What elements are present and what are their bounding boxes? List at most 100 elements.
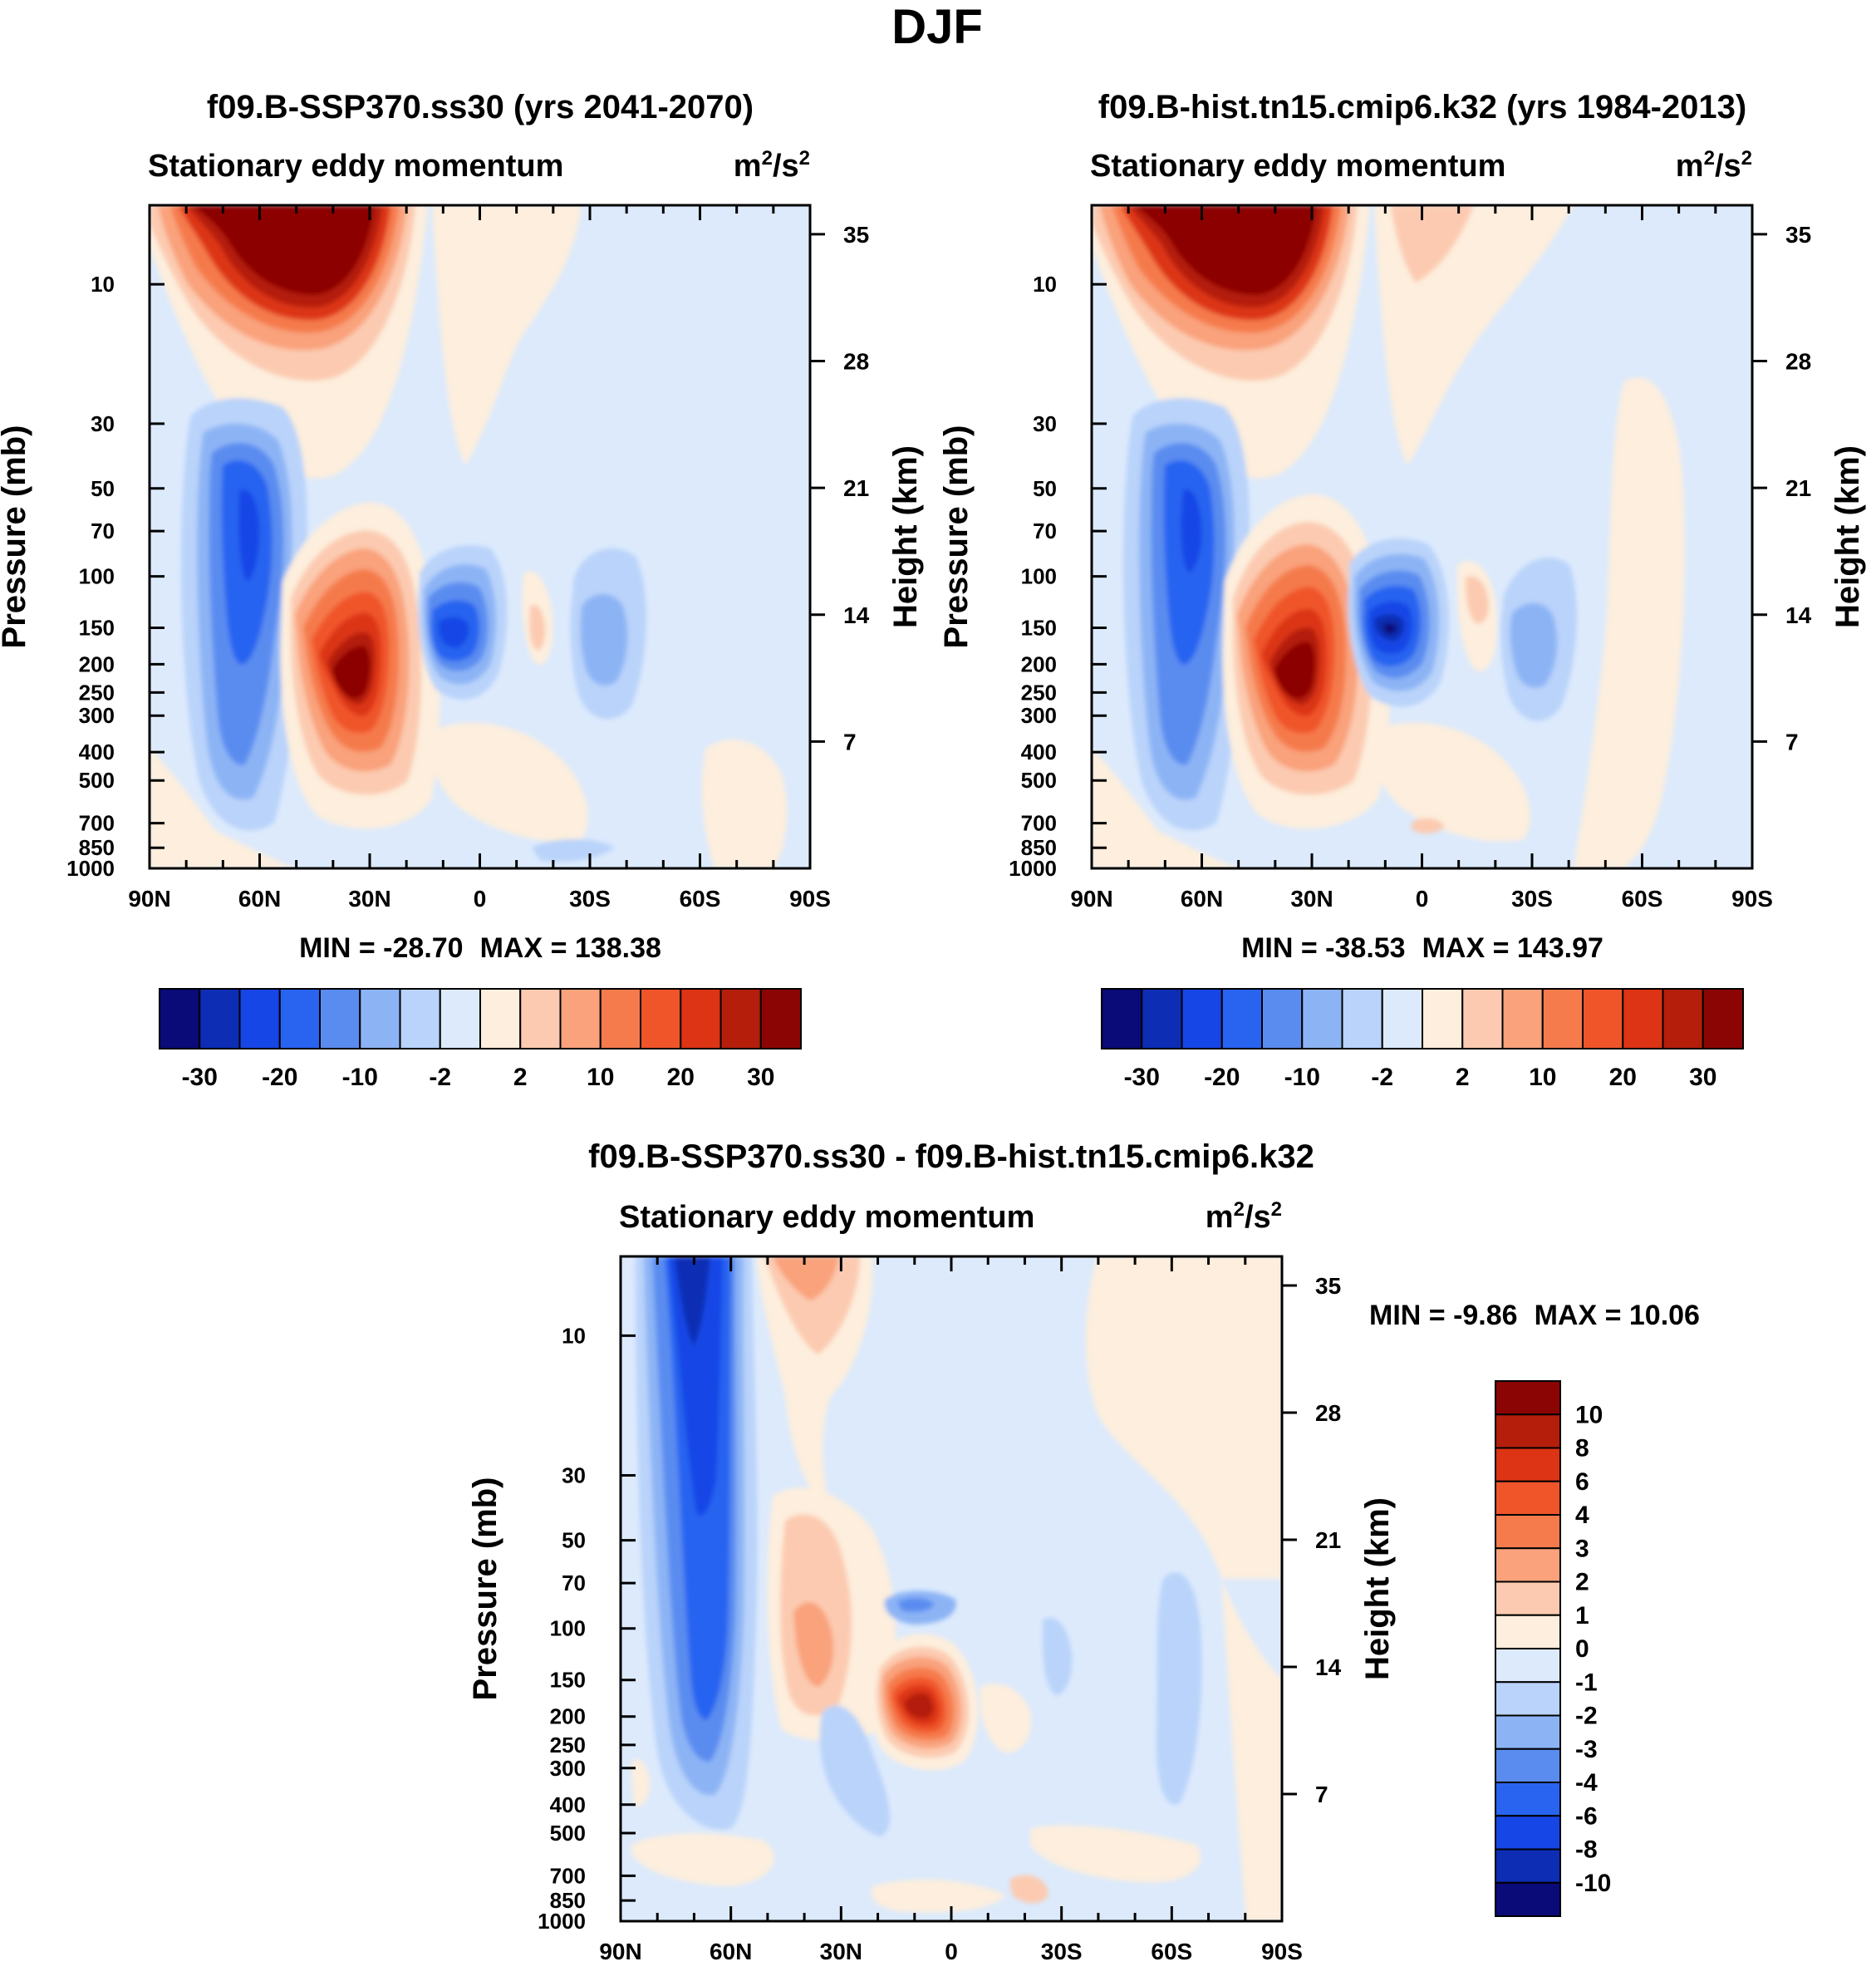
colorbar-swatch	[1461, 988, 1504, 1049]
p3-small-pos-2	[1030, 1825, 1201, 1883]
pressure-tick-label: 70	[91, 519, 115, 543]
p2-lower-pos-2	[1371, 722, 1530, 842]
colorbar-label: 2	[1575, 1569, 1589, 1596]
colorbar-swatch	[359, 988, 401, 1049]
p1-pos-strat-7	[193, 205, 374, 295]
panel-1-units: m2/s2	[734, 147, 810, 184]
height-tick-label: 14	[1315, 1654, 1342, 1680]
colorbar-label: 8	[1575, 1435, 1589, 1462]
p1-sh-pos-2	[529, 605, 545, 651]
colorbar-label: -2	[1371, 1064, 1393, 1091]
colorbar-swatch	[1541, 988, 1584, 1049]
pressure-tick-label: 100	[1021, 564, 1057, 589]
p1-lower-pos	[150, 748, 299, 868]
colorbar-label: 1	[1575, 1602, 1589, 1630]
colorbar-swatch	[1495, 1782, 1561, 1817]
x-tick-label: 0	[474, 886, 487, 912]
p1-lower-pos-3	[701, 740, 788, 868]
x-tick-label: 30N	[820, 1939, 862, 1964]
y-axis-title-right: Height (km)	[1359, 1497, 1396, 1680]
colorbar-label: -2	[429, 1064, 451, 1091]
colorbar-swatch	[439, 988, 481, 1049]
colorbar-swatch	[1702, 988, 1744, 1049]
pressure-tick-label: 1000	[538, 1909, 586, 1934]
colorbar-swatch	[1301, 988, 1343, 1049]
height-tick-label: 14	[1785, 602, 1812, 628]
height-tick-label: 28	[843, 349, 869, 375]
y-axis-title: Pressure (mb)	[0, 425, 32, 649]
colorbar-swatch	[640, 988, 682, 1049]
colorbar-swatch	[1422, 988, 1464, 1049]
p2-lower-pos	[1092, 748, 1241, 868]
p3-small-pos-4	[871, 1879, 1005, 1913]
pressure-tick-label: 200	[79, 651, 115, 676]
colorbar-swatch	[1495, 1681, 1561, 1717]
colorbar-swatch	[1662, 988, 1704, 1049]
p2-small-pos	[1412, 818, 1445, 833]
p2-pos-strat-7	[1135, 205, 1316, 295]
colorbar-swatch	[399, 988, 441, 1049]
y-axis-title-right: Height (km)	[887, 445, 924, 628]
p2-jet-8	[1274, 641, 1315, 699]
p1-eq-neg-5	[439, 617, 469, 648]
panel-3-contour-field	[621, 1256, 1282, 1921]
colorbar-swatch	[1495, 1380, 1561, 1416]
colorbar-label: -2	[1575, 1703, 1598, 1730]
panel-1-left-label: Stationary eddy momentum	[148, 149, 563, 184]
colorbar-swatch	[1495, 1547, 1561, 1583]
pressure-tick-label: 30	[1033, 411, 1057, 436]
panel-3-left-label: Stationary eddy momentum	[619, 1200, 1034, 1235]
x-tick-label: 60N	[238, 886, 281, 912]
pressure-tick-label: 400	[1021, 740, 1057, 764]
y-axis-title: Pressure (mb)	[938, 425, 975, 649]
colorbar-swatch	[1141, 988, 1183, 1049]
p1-neg-col-5	[238, 489, 260, 582]
p3-sh-pos	[1085, 1256, 1282, 1921]
panel-2-minmax: MIN = -38.53 MAX = 143.97	[1241, 932, 1603, 964]
pressure-tick-label: 70	[1033, 519, 1057, 543]
panel-2-colorbar: -30 -20 -10 -2 2 10 20 30	[1101, 988, 1744, 1091]
pressure-tick-label: 50	[91, 476, 115, 501]
colorbar-swatch	[759, 988, 802, 1049]
pressure-tick-label: 10	[91, 272, 115, 297]
pressure-tick-label: 200	[1021, 651, 1057, 676]
p3-small-pos-1	[980, 1684, 1031, 1753]
panel-3-axes: 90N 60N 30N 0 30S 60S 90S103050701001502002503…	[467, 1256, 1396, 1964]
colorbar-swatch	[1220, 988, 1263, 1049]
colorbar-label: -3	[1575, 1736, 1598, 1763]
pressure-tick-label: 150	[550, 1668, 586, 1693]
pressure-tick-label: 50	[562, 1528, 586, 1553]
p3-max-7	[904, 1693, 934, 1719]
p3-small-pos-3	[631, 1833, 774, 1886]
colorbar-label: 3	[1575, 1535, 1589, 1562]
colorbar-label: -4	[1575, 1769, 1598, 1797]
p2-pos-tongue-2	[1391, 205, 1474, 283]
x-tick-label: 90S	[1731, 886, 1773, 912]
panel-2-units: m2/s2	[1676, 147, 1752, 184]
x-tick-label: 30S	[1041, 1939, 1083, 1964]
colorbar-swatch	[479, 988, 522, 1049]
colorbar-label: 2	[513, 1064, 528, 1091]
figure-title: DJF	[891, 0, 983, 54]
colorbar-label: -20	[1204, 1064, 1240, 1091]
height-tick-label: 7	[1785, 729, 1799, 755]
colorbar-swatch	[1495, 1748, 1561, 1783]
pressure-tick-label: 150	[79, 615, 115, 640]
pressure-tick-label: 200	[550, 1704, 586, 1729]
pressure-tick-label: 500	[79, 768, 115, 793]
colorbar-swatch	[159, 988, 201, 1049]
x-tick-label: 30N	[1290, 886, 1333, 912]
colorbar-swatch	[199, 988, 241, 1049]
pressure-tick-label: 850	[79, 835, 115, 860]
colorbar-swatch	[1381, 988, 1423, 1049]
pressure-tick-label: 700	[1021, 811, 1057, 836]
height-tick-label: 7	[843, 729, 857, 755]
colorbar-label: 10	[1529, 1064, 1556, 1091]
panel-1-colorbar: -30 -20 -10 -2 2 10 20 30	[159, 988, 802, 1091]
panel-2-contour-field	[1092, 205, 1752, 868]
x-tick-label: 30N	[348, 886, 390, 912]
height-tick-label: 7	[1315, 1782, 1328, 1807]
pressure-tick-label: 100	[550, 1616, 586, 1641]
